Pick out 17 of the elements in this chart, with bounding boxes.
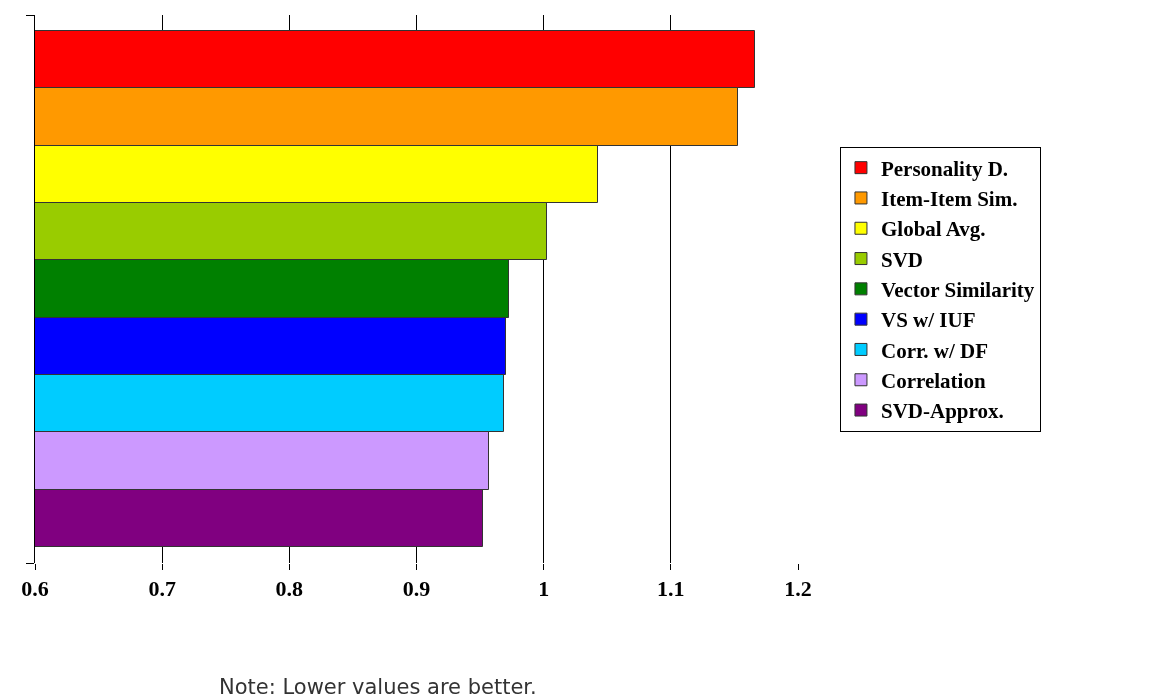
legend-label: Corr. w/ DF — [880, 338, 989, 363]
x-tick-label: 0.6 — [21, 576, 49, 602]
x-tick-label: 0.7 — [148, 576, 176, 602]
x-tick-label: 1.1 — [657, 576, 685, 602]
x-tick-label: 1 — [538, 576, 550, 602]
x-tick-label: 1.2 — [784, 576, 812, 602]
legend-label: SVD-Approx. — [880, 399, 1004, 424]
legend-label: Personality D. — [880, 156, 1009, 181]
legend-label: Global Avg. — [880, 217, 986, 242]
legend-label: VS w/ IUF — [880, 308, 976, 333]
legend-label: SVD — [880, 247, 923, 272]
x-tick-label: 0.9 — [402, 576, 431, 602]
text: Note: Lower values are better. — [219, 675, 537, 697]
legend-label: Item-Item Sim. — [880, 187, 1018, 212]
legend-label: Correlation — [880, 368, 986, 393]
legend-label: Vector Similarity — [880, 278, 1035, 303]
x-tick-label: 0.8 — [275, 576, 304, 602]
